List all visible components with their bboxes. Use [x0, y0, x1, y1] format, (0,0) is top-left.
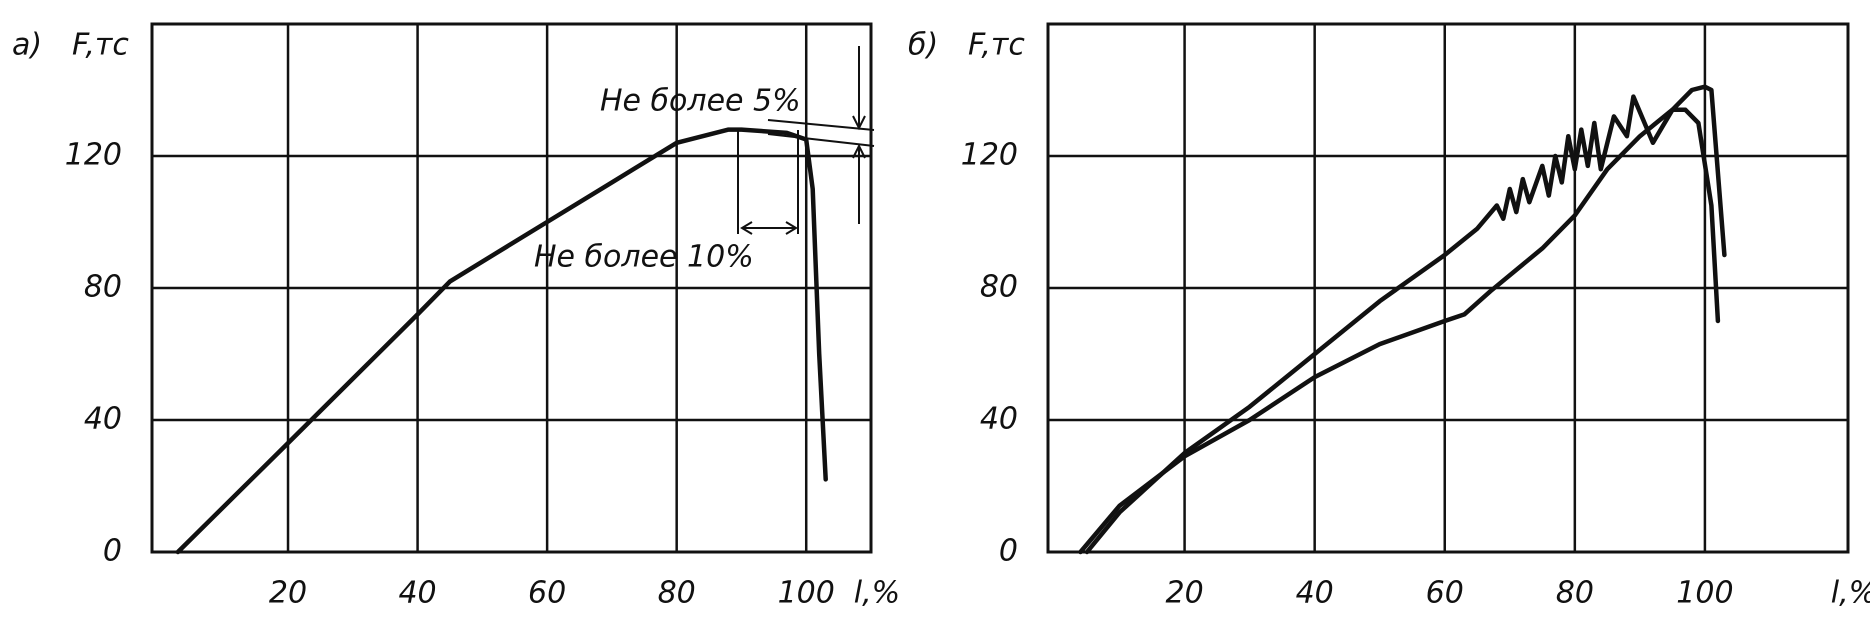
x-axis-label: l,% — [854, 576, 900, 611]
annotation-line — [767, 133, 875, 147]
x-tick-label: 60 — [1426, 576, 1464, 611]
y-tick-label: 120 — [961, 138, 1018, 173]
y-tick-label: 40 — [980, 402, 1018, 437]
annotation: Не более 5% — [600, 84, 801, 119]
x-tick-label: 80 — [1556, 576, 1594, 611]
panel-label: б) — [908, 28, 938, 63]
annotation-lines — [737, 46, 875, 235]
data-line — [175, 127, 828, 555]
x-tick-label: 20 — [1165, 576, 1203, 611]
annotation-line — [767, 119, 875, 131]
x-axis-label: l,% — [1831, 576, 1870, 611]
panel-label: а) — [12, 28, 42, 63]
x-tick-label: 40 — [1296, 576, 1334, 611]
annotation: Не более 10% — [534, 240, 754, 275]
x-tick-label: 20 — [269, 576, 307, 611]
y-tick-label: 0 — [999, 534, 1018, 569]
y-tick-label: 80 — [980, 270, 1018, 305]
y-tick-label: 120 — [65, 138, 122, 173]
x-tick-label: 100 — [1676, 576, 1733, 611]
x-tick-label: 60 — [528, 576, 566, 611]
data-line — [1078, 107, 1721, 555]
annotation-arrowhead — [740, 221, 798, 235]
y-tick-label: 0 — [103, 534, 122, 569]
y-axis-label: F,тс — [968, 28, 1025, 63]
y-tick-label: 40 — [84, 402, 122, 437]
data-line — [1084, 84, 1727, 555]
x-tick-label: 80 — [658, 576, 696, 611]
annotation-arrowhead — [852, 115, 866, 159]
x-tick-label: 100 — [778, 576, 835, 611]
y-axis-label: F,тс — [72, 28, 129, 63]
x-tick-label: 40 — [398, 576, 436, 611]
y-tick-label: 80 — [84, 270, 122, 305]
